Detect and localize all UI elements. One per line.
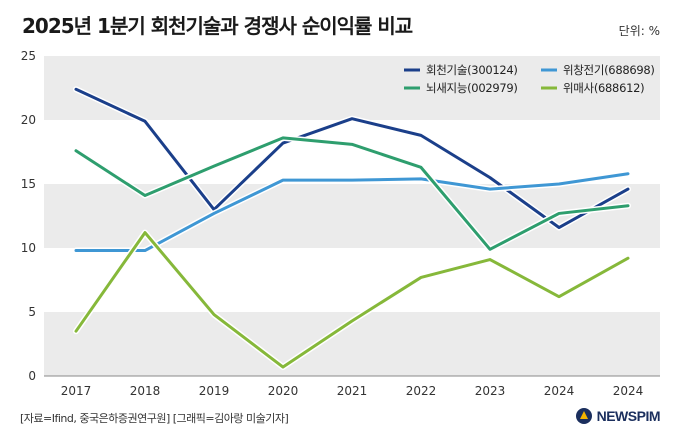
series-line xyxy=(74,136,630,251)
legend-label: 뇌새지능(002979) xyxy=(426,81,518,95)
x-tick-label: 2020 xyxy=(268,384,299,398)
series-lines xyxy=(73,86,631,371)
x-tick-label: 2024 xyxy=(544,384,575,398)
x-tick-label: 2018 xyxy=(130,384,161,398)
chart-title: 2025년 1분기 회천기술과 경쟁사 순이익률 비교 xyxy=(22,14,413,38)
grid-bands xyxy=(44,56,660,377)
series-line xyxy=(74,231,630,369)
logo-icon xyxy=(575,408,592,424)
y-tick-label: 10 xyxy=(21,241,36,255)
x-tick-label: 2024 xyxy=(613,384,644,398)
x-tick-label: 2023 xyxy=(475,384,506,398)
x-tick-label: 2017 xyxy=(61,384,92,398)
series-line xyxy=(74,87,630,230)
legend-label: 회천기술(300124) xyxy=(426,63,518,77)
grid-band xyxy=(44,184,660,248)
y-tick-label: 15 xyxy=(21,177,36,191)
y-tick-label: 25 xyxy=(21,49,36,63)
legend-label: 위창전기(688698) xyxy=(563,63,655,77)
y-tick-label: 5 xyxy=(28,305,36,319)
unit-label: 단위: % xyxy=(618,24,660,38)
logo-text: NEWSPIM xyxy=(596,408,661,424)
newspim-logo: NEWSPIM xyxy=(575,407,661,425)
legend: 회천기술(300124) 위창전기(688698) 뇌새지능(002979) 위매사(… xyxy=(404,63,655,95)
y-tick-label: 0 xyxy=(28,369,36,383)
y-axis: 0 5 10 15 20 25 xyxy=(21,49,36,383)
series-line xyxy=(74,172,630,253)
x-axis: 2017 2018 2019 2020 2021 2022 2023 2024 2024 xyxy=(61,384,644,398)
x-tick-label: 2022 xyxy=(406,384,437,398)
source-credit: [자료=Ifind, 중국은하증권연구원] [그래픽=김아랑 미술기자] xyxy=(20,412,289,425)
x-tick-label: 2021 xyxy=(337,384,368,398)
legend-label: 위매사(688612) xyxy=(563,81,644,95)
grid-band xyxy=(44,56,660,120)
x-tick-label: 2019 xyxy=(199,384,230,398)
y-tick-label: 20 xyxy=(21,113,36,127)
